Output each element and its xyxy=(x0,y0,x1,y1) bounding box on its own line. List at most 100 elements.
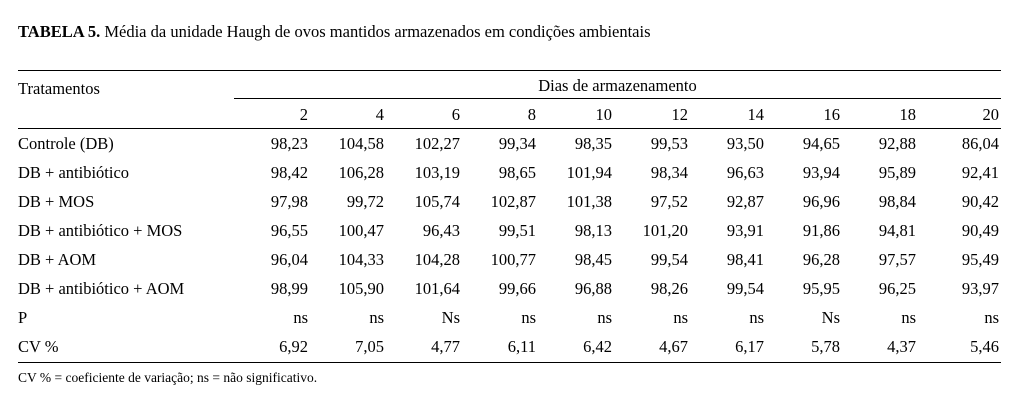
table-cell: 104,33 xyxy=(338,250,384,269)
table-cell: 99,53 xyxy=(650,134,688,153)
table-bottom-rule xyxy=(18,362,1001,363)
table-cell: 6,92 xyxy=(279,337,308,356)
table-cell: 99,72 xyxy=(346,192,384,211)
table-cell: 99,51 xyxy=(498,221,536,240)
table-cell: 100,77 xyxy=(490,250,536,269)
row-label: P xyxy=(18,308,28,327)
day-header-cell: 10 xyxy=(595,105,613,124)
table-row: DB + MOS 97,98 99,72 105,74 102,87 101,38 97,5… xyxy=(0,192,1023,221)
table-caption: TABELA 5. Média da unidade Haugh de ovos… xyxy=(18,22,651,42)
table-cell: 93,91 xyxy=(726,221,764,240)
table-cell: ns xyxy=(673,308,688,327)
table-footnote: CV % = coeficiente de variação; ns = não… xyxy=(18,370,318,385)
table-cell: Ns xyxy=(441,308,460,327)
table-cell: ns xyxy=(521,308,536,327)
table-cell: 4,77 xyxy=(431,337,460,356)
table-cell: 97,98 xyxy=(270,192,308,211)
row-label: CV % xyxy=(18,337,59,356)
table-caption-text: Média da unidade Haugh de ovos mantidos … xyxy=(100,22,651,41)
table-cell: 90,49 xyxy=(961,221,999,240)
table-row: DB + antibiótico + AOM 98,99 105,90 101,64 9… xyxy=(0,279,1023,308)
day-header-cell: 6 xyxy=(451,105,460,124)
table-cell: 104,58 xyxy=(338,134,384,153)
table-cell: 101,38 xyxy=(566,192,612,211)
table-top-rule xyxy=(18,70,1001,71)
row-label: DB + antibiótico + AOM xyxy=(18,279,185,298)
table-cell: 96,55 xyxy=(270,221,308,240)
table-cell: 98,35 xyxy=(574,134,612,153)
table-row: DB + antibiótico + MOS 96,55 100,47 96,43 99… xyxy=(0,221,1023,250)
table-row: DB + AOM 96,04 104,33 104,28 100,77 98,45 99,5… xyxy=(0,250,1023,279)
table-cell: 95,89 xyxy=(878,163,916,182)
day-header-cell: 2 xyxy=(299,105,308,124)
table-cell: 97,57 xyxy=(878,250,916,269)
table-cell: 7,05 xyxy=(355,337,384,356)
day-header-cell: 18 xyxy=(899,105,917,124)
table-cell: 99,54 xyxy=(650,250,688,269)
table-cell: 98,84 xyxy=(878,192,916,211)
table-cell: 5,46 xyxy=(970,337,999,356)
day-header-cell: 8 xyxy=(527,105,536,124)
table-cell: 92,87 xyxy=(726,192,764,211)
table-cell: 103,19 xyxy=(414,163,460,182)
header-bottom-rule xyxy=(18,128,1001,129)
group-header-rule xyxy=(234,98,1001,99)
table-cell: ns xyxy=(984,308,999,327)
table-cell: 102,27 xyxy=(414,134,460,153)
table-cell: 93,94 xyxy=(802,163,840,182)
row-label: DB + antibiótico + MOS xyxy=(18,221,183,240)
table-cell: 96,25 xyxy=(878,279,916,298)
table-cell: 101,64 xyxy=(414,279,460,298)
table-cell: 98,26 xyxy=(650,279,688,298)
row-label: DB + antibiótico xyxy=(18,163,130,182)
table-cell: 106,28 xyxy=(338,163,384,182)
table-cell: 93,97 xyxy=(961,279,999,298)
table-cell: 96,43 xyxy=(422,221,460,240)
table-row: Controle (DB) 98,23 104,58 102,27 99,34 98,35… xyxy=(0,134,1023,163)
day-header-cell: 4 xyxy=(375,105,384,124)
table-cell: 101,20 xyxy=(642,221,688,240)
table-cell: 93,50 xyxy=(726,134,764,153)
table-cell: ns xyxy=(369,308,384,327)
table-cell: 94,65 xyxy=(802,134,840,153)
table-cell: 102,87 xyxy=(490,192,536,211)
table-cell: 98,99 xyxy=(270,279,308,298)
table-cell: 98,34 xyxy=(650,163,688,182)
table-cell: 98,41 xyxy=(726,250,764,269)
table-cell: 6,11 xyxy=(507,337,536,356)
table-cell: 104,28 xyxy=(414,250,460,269)
group-header: Dias de armazenamento xyxy=(538,76,697,95)
table-cell: ns xyxy=(597,308,612,327)
row-header: Tratamentos xyxy=(18,79,100,98)
table-cell: 95,49 xyxy=(961,250,999,269)
table-cell: 99,66 xyxy=(498,279,536,298)
table-cell: 4,37 xyxy=(887,337,916,356)
table-cell: 96,04 xyxy=(270,250,308,269)
table-cell: 98,45 xyxy=(574,250,612,269)
table-cell: 96,63 xyxy=(726,163,764,182)
table-cell: 86,04 xyxy=(961,134,999,153)
table-cell: 6,17 xyxy=(735,337,764,356)
table-cell: 92,41 xyxy=(961,163,999,182)
table-cell: 98,65 xyxy=(498,163,536,182)
table-cell: ns xyxy=(293,308,308,327)
table-cell: ns xyxy=(901,308,916,327)
table-cell: 98,13 xyxy=(574,221,612,240)
table-cell: Ns xyxy=(821,308,840,327)
table-cell: 96,88 xyxy=(574,279,612,298)
row-label: DB + MOS xyxy=(18,192,95,211)
table-cell: 94,81 xyxy=(878,221,916,240)
table-cell: 105,90 xyxy=(338,279,384,298)
table-cell: 98,23 xyxy=(270,134,308,153)
table-cell: 105,74 xyxy=(414,192,460,211)
table-cell: 96,96 xyxy=(802,192,840,211)
row-label: Controle (DB) xyxy=(18,134,114,153)
table-cell: 90,42 xyxy=(961,192,999,211)
table-cell: ns xyxy=(749,308,764,327)
table-cell: 4,67 xyxy=(659,337,688,356)
table-row: DB + antibiótico 98,42 106,28 103,19 98,65 10… xyxy=(0,163,1023,192)
table-caption-label: TABELA 5. xyxy=(18,22,101,41)
table-cell: 99,54 xyxy=(726,279,764,298)
table-cell: 92,88 xyxy=(878,134,916,153)
